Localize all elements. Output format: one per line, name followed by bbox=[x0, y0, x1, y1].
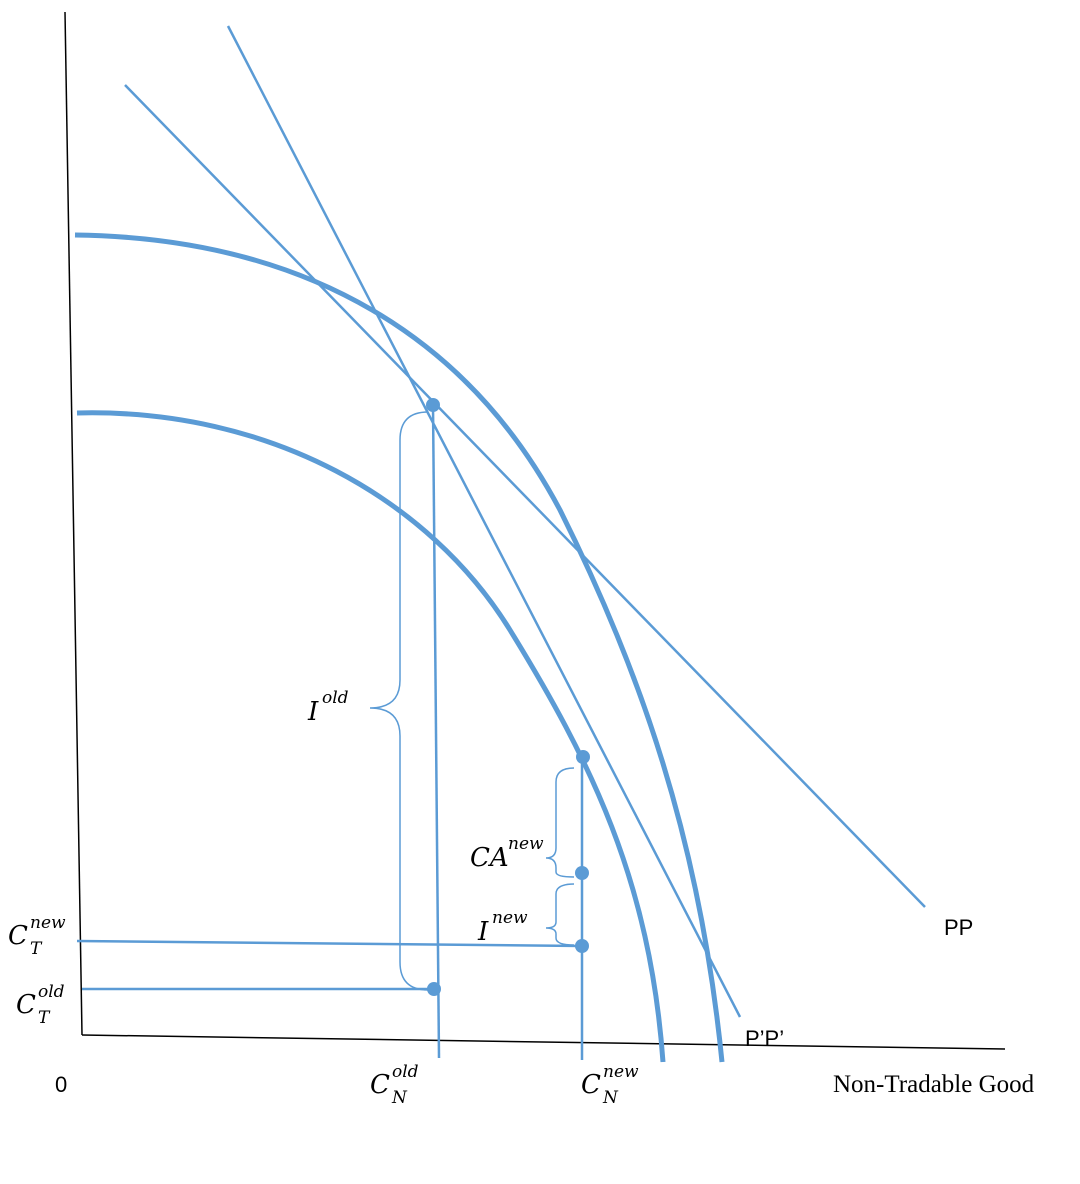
i-new-sup: new bbox=[492, 908, 528, 928]
i-old-brace bbox=[369, 411, 429, 991]
ct-old-label: C bbox=[16, 990, 36, 1020]
ppf-inner-curve bbox=[76, 410, 666, 1063]
x-axis bbox=[81, 1034, 1006, 1050]
consumption-point-new bbox=[575, 939, 589, 953]
ct-old-sup: old bbox=[38, 982, 65, 1002]
x-axis-label: Non-Tradable Good bbox=[833, 1071, 1035, 1098]
i-new-brace bbox=[545, 883, 575, 946]
cn-old-label: C bbox=[370, 1070, 390, 1100]
ct-new-horizontal-line bbox=[76, 939, 583, 948]
pp-price-line bbox=[124, 84, 926, 908]
i-old-sup: old bbox=[322, 688, 349, 708]
ca-new-brace bbox=[545, 767, 575, 878]
ppprime-label: P’P’ bbox=[745, 1026, 784, 1051]
cn-old-vertical-line bbox=[431, 404, 441, 1059]
y-axis bbox=[64, 11, 83, 1036]
cn-old-sub: N bbox=[391, 1088, 408, 1108]
ct-new-sup: new bbox=[30, 913, 66, 933]
ct-new-sub: T bbox=[30, 939, 43, 959]
production-point-old bbox=[426, 398, 440, 412]
i-new-label: I bbox=[477, 917, 489, 947]
ca-point bbox=[575, 866, 589, 880]
cn-new-label: C bbox=[581, 1070, 601, 1100]
ct-old-sub: T bbox=[38, 1008, 51, 1028]
ppf-outer-curve bbox=[74, 232, 725, 1063]
consumption-point-old bbox=[427, 982, 441, 996]
origin-label: 0 bbox=[55, 1072, 67, 1097]
pp-label: PP bbox=[944, 915, 973, 940]
i-old-label: I bbox=[307, 697, 319, 727]
production-point-new bbox=[576, 750, 590, 764]
pprime-price-line bbox=[226, 25, 742, 1018]
cn-new-sub: N bbox=[602, 1088, 619, 1108]
cn-old-sup: old bbox=[392, 1062, 419, 1082]
ca-new-sup: new bbox=[508, 834, 544, 854]
ct-new-label: C bbox=[8, 921, 28, 951]
ca-new-label: CA bbox=[470, 843, 509, 873]
cn-new-sup: new bbox=[603, 1062, 639, 1082]
